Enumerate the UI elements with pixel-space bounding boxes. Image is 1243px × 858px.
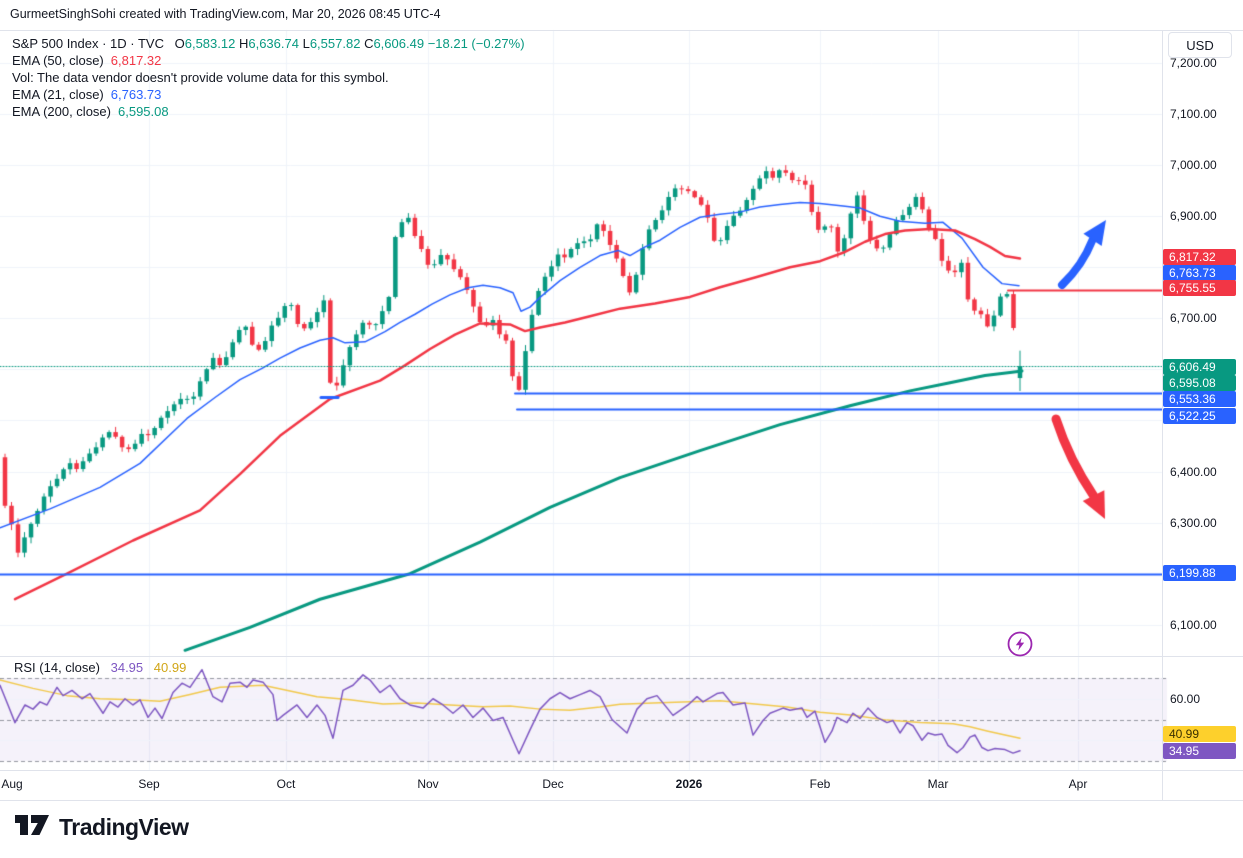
- tradingview-logo-text: TradingView: [59, 814, 189, 840]
- rsi-value-ma: 40.99: [153, 660, 187, 675]
- time-label: Feb: [809, 777, 831, 791]
- rsi-value-main: 34.95: [110, 660, 144, 675]
- ema21-label: EMA (21, close): [12, 87, 104, 102]
- tradingview-logo[interactable]: TradingView: [14, 812, 189, 843]
- price-tick-label: 6,400.00: [1170, 464, 1217, 479]
- price-badge: 6,755.55: [1163, 280, 1236, 296]
- ema200-row[interactable]: EMA (200, close) 6,595.08: [12, 103, 525, 120]
- time-label: Nov: [417, 777, 439, 791]
- ema50-label: EMA (50, close): [12, 53, 104, 68]
- ema50-row[interactable]: EMA (50, close) 6,817.32: [12, 52, 525, 69]
- price-tick-label: 6,700.00: [1170, 311, 1217, 326]
- pane-separator[interactable]: [0, 656, 1243, 657]
- chart-bottom-border: [0, 800, 1243, 801]
- currency-usd-button[interactable]: USD: [1168, 32, 1232, 58]
- ohlc-low: L6,557.82: [302, 36, 361, 51]
- tradingview-logo-mark-icon: [14, 812, 50, 843]
- time-label: Dec: [542, 777, 564, 791]
- price-badge: 6,595.08: [1163, 375, 1236, 391]
- time-label: Apr: [1068, 777, 1088, 791]
- attribution-text: GurmeetSinghSohi created with TradingVie…: [10, 7, 441, 21]
- price-axis-border: [1162, 30, 1163, 800]
- price-badge: 6,817.32: [1163, 249, 1236, 265]
- rsi-legend-row[interactable]: RSI (14, close) 34.95 40.99: [14, 660, 186, 675]
- price-badge: 6,199.88: [1163, 565, 1236, 581]
- price-badge: 6,522.25: [1163, 407, 1236, 424]
- symbol-title: S&P 500 Index · 1D · TVC: [12, 36, 164, 51]
- header-separator: [0, 30, 1243, 31]
- price-badge: 6,606.49: [1163, 359, 1236, 375]
- price-tick-label: 6,900.00: [1170, 209, 1217, 224]
- time-label: Oct: [276, 777, 296, 791]
- ohlc-close: C6,606.49: [364, 36, 425, 51]
- ohlc-high: H6,636.74: [238, 36, 299, 51]
- rsi-label: RSI (14, close): [14, 660, 100, 675]
- price-tick-label: 6,300.00: [1170, 515, 1217, 530]
- ema21-value: 6,763.73: [110, 87, 162, 102]
- rsi-time-separator: [0, 770, 1243, 771]
- legend: S&P 500 Index · 1D · TVC O6,583.12 H6,63…: [12, 35, 525, 120]
- time-label: 2026: [675, 777, 703, 791]
- price-tick-label: 7,200.00: [1170, 56, 1217, 70]
- ohlc-open: O6,583.12: [174, 36, 236, 51]
- price-tick-label: 6,100.00: [1170, 617, 1217, 632]
- volume-note: Vol: The data vendor doesn't provide vol…: [12, 70, 389, 85]
- price-badge: 6,763.73: [1163, 264, 1236, 281]
- price-badge: 40.99: [1163, 725, 1236, 742]
- volume-note-row: Vol: The data vendor doesn't provide vol…: [12, 69, 525, 86]
- symbol-row[interactable]: S&P 500 Index · 1D · TVC O6,583.12 H6,63…: [12, 35, 525, 52]
- ema50-value: 6,817.32: [110, 53, 162, 68]
- ema200-label: EMA (200, close): [12, 104, 111, 119]
- ema21-row[interactable]: EMA (21, close) 6,763.73: [12, 86, 525, 103]
- change-value: −18.21 (−0.27%): [427, 36, 525, 51]
- price-tick-label: 7,100.00: [1170, 107, 1217, 122]
- ema200-value: 6,595.08: [118, 104, 169, 119]
- price-tick-label: 7,000.00: [1170, 158, 1217, 173]
- lightning-icon[interactable]: [1007, 631, 1033, 657]
- time-label: Sep: [138, 777, 160, 791]
- price-badge: 34.95: [1163, 742, 1236, 759]
- time-label: Aug: [1, 777, 23, 791]
- time-label: Mar: [927, 777, 949, 791]
- rsi-tick-label: 60.00: [1170, 691, 1201, 706]
- price-badge: 6,553.36: [1163, 391, 1236, 407]
